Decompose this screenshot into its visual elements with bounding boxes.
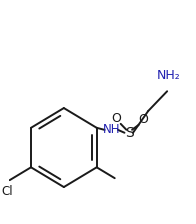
Text: NH: NH xyxy=(103,123,120,136)
Text: Cl: Cl xyxy=(1,185,13,198)
Text: S: S xyxy=(125,126,134,140)
Text: O: O xyxy=(139,113,148,126)
Text: O: O xyxy=(111,112,121,125)
Text: NH₂: NH₂ xyxy=(157,69,181,82)
